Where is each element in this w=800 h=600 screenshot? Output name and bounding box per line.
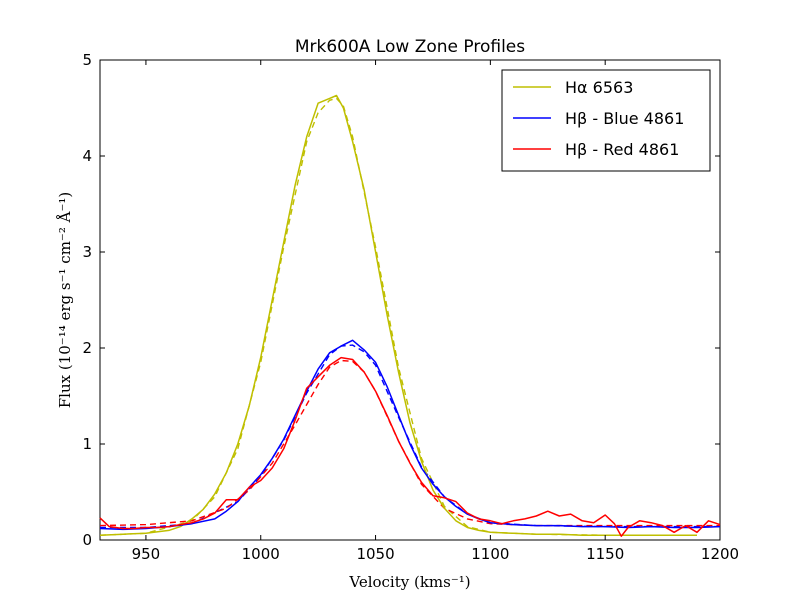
- y-axis-label: Flux (10⁻¹⁴ erg s⁻¹ cm⁻² Å⁻¹): [56, 192, 74, 409]
- series-line-2: [99, 339, 721, 531]
- x-tick-label: 1200: [701, 545, 739, 563]
- x-tick-label: 1150: [586, 545, 624, 563]
- x-tick-label: 1100: [471, 545, 509, 563]
- legend-label-2: Hβ - Blue 4861: [565, 109, 684, 128]
- chart-title: Mrk600A Low Zone Profiles: [295, 37, 525, 57]
- y-tick-label: 1: [82, 435, 92, 453]
- y-tick-label: 3: [82, 243, 92, 261]
- axis-ticks: 950 1000 1050 1100 1150 1200 0 1 2 3 4 5: [82, 51, 739, 563]
- series-line-3: [99, 356, 721, 537]
- y-tick-label: 2: [82, 339, 92, 357]
- legend-items: Hα 6563 Hβ - Blue 4861 Hβ - Red 4861: [513, 78, 684, 159]
- legend-label-1: Hα 6563: [565, 78, 633, 97]
- x-tick-label: 950: [132, 545, 161, 563]
- legend: Hα 6563 Hβ - Blue 4861 Hβ - Red 4861: [501, 69, 711, 172]
- series-line-1: [99, 94, 697, 536]
- fit-line-3: [99, 359, 720, 527]
- plot-lines: [99, 94, 721, 537]
- x-axis-label: Velocity (kms⁻¹): [348, 573, 470, 591]
- y-tick-label: 5: [82, 51, 92, 69]
- x-tick-label: 1000: [242, 545, 280, 563]
- x-tick-label: 1050: [356, 545, 394, 563]
- y-tick-label: 0: [82, 531, 92, 549]
- y-tick-label: 4: [82, 147, 92, 165]
- legend-label-3: Hβ - Red 4861: [565, 140, 679, 159]
